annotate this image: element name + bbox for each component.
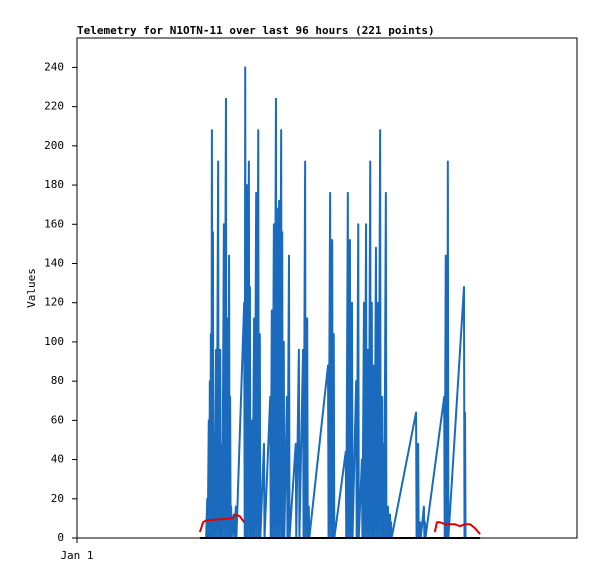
y-tick-label: 140 bbox=[44, 256, 64, 269]
y-tick-label: 200 bbox=[44, 139, 64, 152]
chart-title: Telemetry for N1OTN-11 over last 96 hour… bbox=[77, 24, 435, 37]
y-tick-label: 20 bbox=[51, 492, 64, 505]
y-tick-label: 40 bbox=[51, 453, 64, 466]
y-tick-label: 240 bbox=[44, 60, 64, 73]
y-axis-label: Values bbox=[25, 268, 38, 308]
y-tick-label: 100 bbox=[44, 335, 64, 348]
y-tick-label: 80 bbox=[51, 374, 64, 387]
y-tick-label: 220 bbox=[44, 100, 64, 113]
y-tick-label: 120 bbox=[44, 296, 64, 309]
series-line bbox=[433, 521, 481, 535]
y-tick-label: 180 bbox=[44, 178, 64, 191]
series-line bbox=[198, 513, 246, 533]
x-tick-label: Jan 1 bbox=[60, 549, 93, 562]
y-tick-label: 0 bbox=[57, 531, 64, 544]
y-tick-label: 60 bbox=[51, 413, 64, 426]
y-tick-label: 160 bbox=[44, 217, 64, 230]
